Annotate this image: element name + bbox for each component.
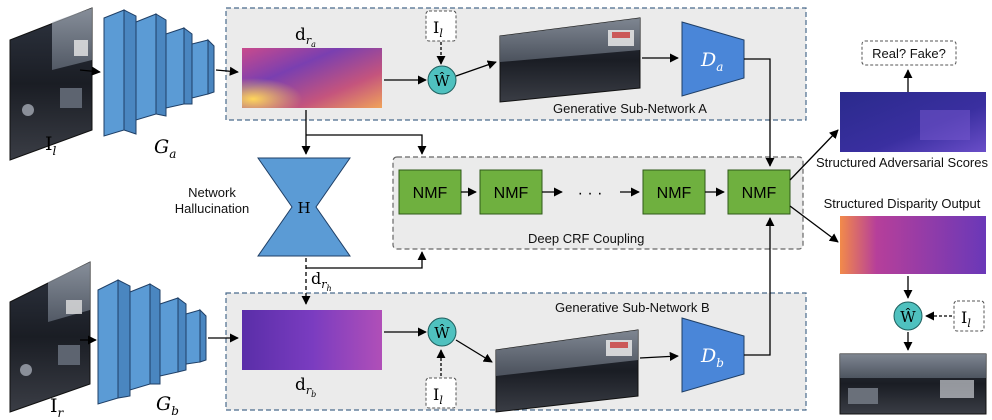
warp-node-top: Ŵ xyxy=(427,65,457,95)
synth-image-top xyxy=(499,17,641,103)
connectors xyxy=(79,42,952,376)
svg-text:Il: Il xyxy=(433,385,443,407)
discriminator-a-label: Da xyxy=(700,49,723,74)
discriminator-a xyxy=(681,21,745,97)
input-image-right xyxy=(9,261,91,413)
disparity-output-map xyxy=(840,216,986,274)
panel-crf-coupling-label: Deep CRF Coupling xyxy=(528,231,644,246)
disparity-rh-label: drh xyxy=(311,269,332,293)
svg-text:Ŵ: Ŵ xyxy=(434,72,450,90)
disparity-map-ra xyxy=(242,48,382,108)
synth-image-bottom xyxy=(495,329,639,413)
real-fake-box: Real? Fake? xyxy=(861,40,957,66)
generator-b xyxy=(97,279,207,405)
warp-node-output: Ŵ xyxy=(893,301,923,331)
generator-b-label: Gb xyxy=(156,393,179,418)
output-image xyxy=(839,353,987,415)
disparity-map-rb xyxy=(242,310,382,370)
input-right-label: Ir xyxy=(50,395,65,420)
disparity-ra-label: dra xyxy=(295,25,316,49)
input-image-left xyxy=(9,7,93,161)
svg-text:NMF: NMF xyxy=(657,185,692,202)
adversarial-score-map xyxy=(840,92,986,152)
warp-input-output: Il xyxy=(953,300,985,332)
svg-text:Il: Il xyxy=(961,308,971,330)
nmf-ellipsis: · · · xyxy=(578,185,603,202)
svg-text:NMF: NMF xyxy=(494,185,529,202)
warp-input-bottom: Il xyxy=(425,377,457,409)
hallucination-title-line2: Hallucination xyxy=(175,201,249,216)
hallucination-network xyxy=(257,157,351,257)
svg-text:NMF: NMF xyxy=(742,185,777,202)
adversarial-scores-label: Structured Adversarial Scores xyxy=(816,155,988,170)
disparity-output-label: Structured Disparity Output xyxy=(824,196,981,211)
svg-text:NMF: NMF xyxy=(413,185,448,202)
nmf-block-2: NMF xyxy=(479,169,543,215)
svg-text:Ŵ: Ŵ xyxy=(900,308,916,326)
nmf-block-3: NMF xyxy=(642,169,706,215)
nmf-block-4: NMF xyxy=(727,169,791,215)
discriminator-b-label: Db xyxy=(700,345,724,370)
panel-generative-b-label: Generative Sub-Network B xyxy=(555,300,710,315)
svg-text:Real? Fake?: Real? Fake? xyxy=(872,46,946,61)
generator-a-label: Ga xyxy=(154,136,176,161)
svg-text:Il: Il xyxy=(433,18,443,40)
nmf-block-1: NMF xyxy=(398,169,462,215)
disparity-rb-label: drb xyxy=(295,375,316,399)
hallucination-title-line1: Network xyxy=(188,185,236,200)
svg-text:Ŵ: Ŵ xyxy=(434,324,450,342)
warp-input-top: Il xyxy=(425,10,457,42)
discriminator-b xyxy=(681,317,745,393)
warp-node-bottom: Ŵ xyxy=(427,317,457,347)
input-left-label: Il xyxy=(45,133,57,158)
panel-generative-a-label: Generative Sub-Network A xyxy=(553,101,707,116)
hallucination-symbol: H xyxy=(297,199,310,217)
generator-a xyxy=(103,9,215,137)
